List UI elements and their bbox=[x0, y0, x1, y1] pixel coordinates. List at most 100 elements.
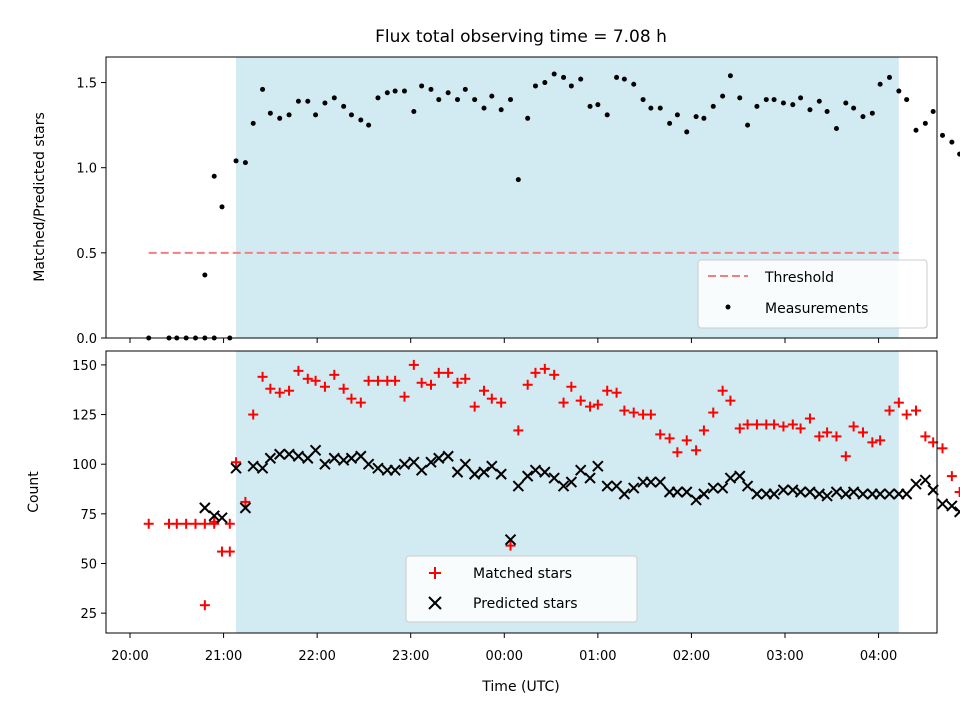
measurement-point bbox=[202, 272, 208, 278]
matched-point bbox=[190, 518, 201, 529]
measurement-point bbox=[621, 76, 627, 82]
predicted-point bbox=[529, 464, 542, 476]
count-points bbox=[143, 359, 960, 611]
matched-point bbox=[284, 385, 295, 396]
matched-point bbox=[248, 409, 259, 420]
top-panel: 0.0 0.5 1.0 1.5 Flux total observing time =… bbox=[32, 27, 960, 347]
matched-point bbox=[302, 373, 313, 384]
measurement-point bbox=[930, 108, 936, 114]
predicted-point bbox=[830, 486, 843, 498]
matched-point bbox=[433, 367, 444, 378]
matched-point bbox=[946, 471, 957, 482]
predicted-point bbox=[574, 464, 587, 476]
bottom-legend-box bbox=[405, 555, 638, 623]
predicted-point bbox=[199, 502, 211, 514]
x-tick-label: 20:00 bbox=[111, 649, 148, 664]
measurement-point bbox=[886, 74, 892, 80]
measurement-point bbox=[384, 90, 390, 96]
predicted-point bbox=[283, 448, 295, 460]
matched-point bbox=[496, 397, 507, 408]
matched-legend-swatch bbox=[429, 567, 441, 579]
predicted-point bbox=[768, 488, 780, 500]
predicted-point bbox=[847, 486, 860, 498]
predicted-point bbox=[459, 458, 472, 470]
predicted-legend-label: Predicted stars bbox=[473, 596, 578, 612]
measurements-legend-swatch bbox=[725, 304, 731, 310]
predicted-point bbox=[777, 484, 790, 496]
measurement-point bbox=[411, 108, 417, 114]
matched-point bbox=[928, 437, 939, 448]
measurement-point bbox=[481, 105, 487, 111]
matched-point bbox=[505, 540, 516, 551]
predicted-point bbox=[628, 482, 640, 494]
predicted-point bbox=[751, 488, 763, 500]
matched-point bbox=[893, 397, 904, 408]
matched-point bbox=[199, 518, 210, 529]
matched-point bbox=[911, 405, 921, 416]
measurement-point bbox=[489, 93, 495, 99]
measurement-point bbox=[578, 76, 584, 82]
matched-point bbox=[681, 435, 692, 446]
measurement-point bbox=[940, 132, 946, 138]
matched-point bbox=[257, 371, 268, 382]
measurement-point bbox=[242, 160, 248, 166]
measurement-point bbox=[780, 100, 786, 106]
matched-point bbox=[479, 385, 490, 396]
measurement-point bbox=[341, 103, 347, 109]
measurement-point bbox=[754, 103, 760, 109]
measurement-point bbox=[286, 112, 292, 118]
measurement-point bbox=[445, 90, 451, 96]
matched-point bbox=[460, 373, 471, 384]
predicted-point bbox=[478, 466, 490, 478]
measurement-point bbox=[595, 102, 601, 108]
matched-point bbox=[363, 375, 374, 386]
measurement-point bbox=[693, 114, 699, 120]
measurement-point bbox=[498, 107, 504, 113]
measurement-point bbox=[428, 86, 434, 92]
matched-point bbox=[293, 365, 304, 376]
matched-point bbox=[513, 425, 524, 436]
measurement-point bbox=[957, 151, 960, 157]
matched-point bbox=[274, 387, 285, 398]
matched-point bbox=[585, 401, 596, 412]
matched-point bbox=[628, 407, 639, 418]
predicted-point bbox=[645, 476, 657, 488]
bottom-axes-frame bbox=[105, 350, 938, 634]
y-tick-label: 0.0 bbox=[76, 332, 97, 347]
predicted-point bbox=[734, 470, 746, 482]
x-tick-label: 23:00 bbox=[392, 649, 429, 664]
predicted-point bbox=[372, 462, 384, 474]
measurement-point bbox=[419, 83, 425, 89]
measurement-point bbox=[737, 95, 743, 101]
measurement-point bbox=[561, 74, 567, 80]
measurement-point bbox=[568, 83, 574, 89]
matched-point bbox=[717, 385, 728, 396]
measurement-point bbox=[313, 112, 319, 118]
x-tick-label: 22:00 bbox=[298, 649, 335, 664]
measurement-point bbox=[657, 105, 663, 111]
predicted-point bbox=[442, 450, 454, 462]
measurement-point bbox=[949, 139, 955, 145]
measurement-point bbox=[904, 97, 910, 103]
top-x-ticks bbox=[129, 338, 880, 343]
measurement-point bbox=[896, 88, 902, 94]
predicted-point bbox=[716, 482, 729, 494]
matched-point bbox=[814, 431, 825, 442]
measurement-point bbox=[824, 108, 830, 114]
matched-point bbox=[558, 397, 569, 408]
measurement-point bbox=[219, 204, 225, 210]
matched-point bbox=[831, 431, 842, 442]
measurement-point bbox=[922, 120, 928, 126]
matched-point bbox=[840, 451, 851, 462]
matched-point bbox=[319, 381, 330, 392]
predicted-point bbox=[654, 476, 666, 488]
matched-point bbox=[867, 437, 878, 448]
measurement-point bbox=[392, 88, 398, 94]
measurement-point bbox=[833, 126, 839, 132]
matched-point bbox=[231, 457, 242, 468]
measurement-point bbox=[667, 120, 673, 126]
measurement-point bbox=[366, 122, 372, 128]
matched-point bbox=[822, 427, 833, 438]
measurement-point bbox=[860, 114, 866, 120]
matched-point bbox=[655, 429, 666, 440]
